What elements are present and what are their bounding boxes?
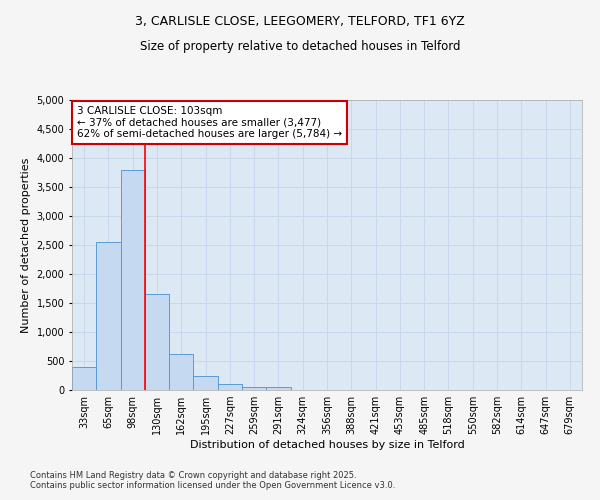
Text: 3 CARLISLE CLOSE: 103sqm
← 37% of detached houses are smaller (3,477)
62% of sem: 3 CARLISLE CLOSE: 103sqm ← 37% of detach… xyxy=(77,106,342,139)
Bar xyxy=(169,354,193,390)
Bar xyxy=(193,376,218,390)
Text: 3, CARLISLE CLOSE, LEEGOMERY, TELFORD, TF1 6YZ: 3, CARLISLE CLOSE, LEEGOMERY, TELFORD, T… xyxy=(135,15,465,28)
Bar xyxy=(72,367,96,390)
Bar xyxy=(145,294,169,390)
X-axis label: Distribution of detached houses by size in Telford: Distribution of detached houses by size … xyxy=(190,440,464,450)
Bar xyxy=(218,384,242,390)
Y-axis label: Number of detached properties: Number of detached properties xyxy=(21,158,31,332)
Text: Contains HM Land Registry data © Crown copyright and database right 2025.
Contai: Contains HM Land Registry data © Crown c… xyxy=(30,470,395,490)
Bar xyxy=(96,242,121,390)
Bar xyxy=(242,387,266,390)
Bar xyxy=(266,387,290,390)
Text: Size of property relative to detached houses in Telford: Size of property relative to detached ho… xyxy=(140,40,460,53)
Bar xyxy=(121,170,145,390)
